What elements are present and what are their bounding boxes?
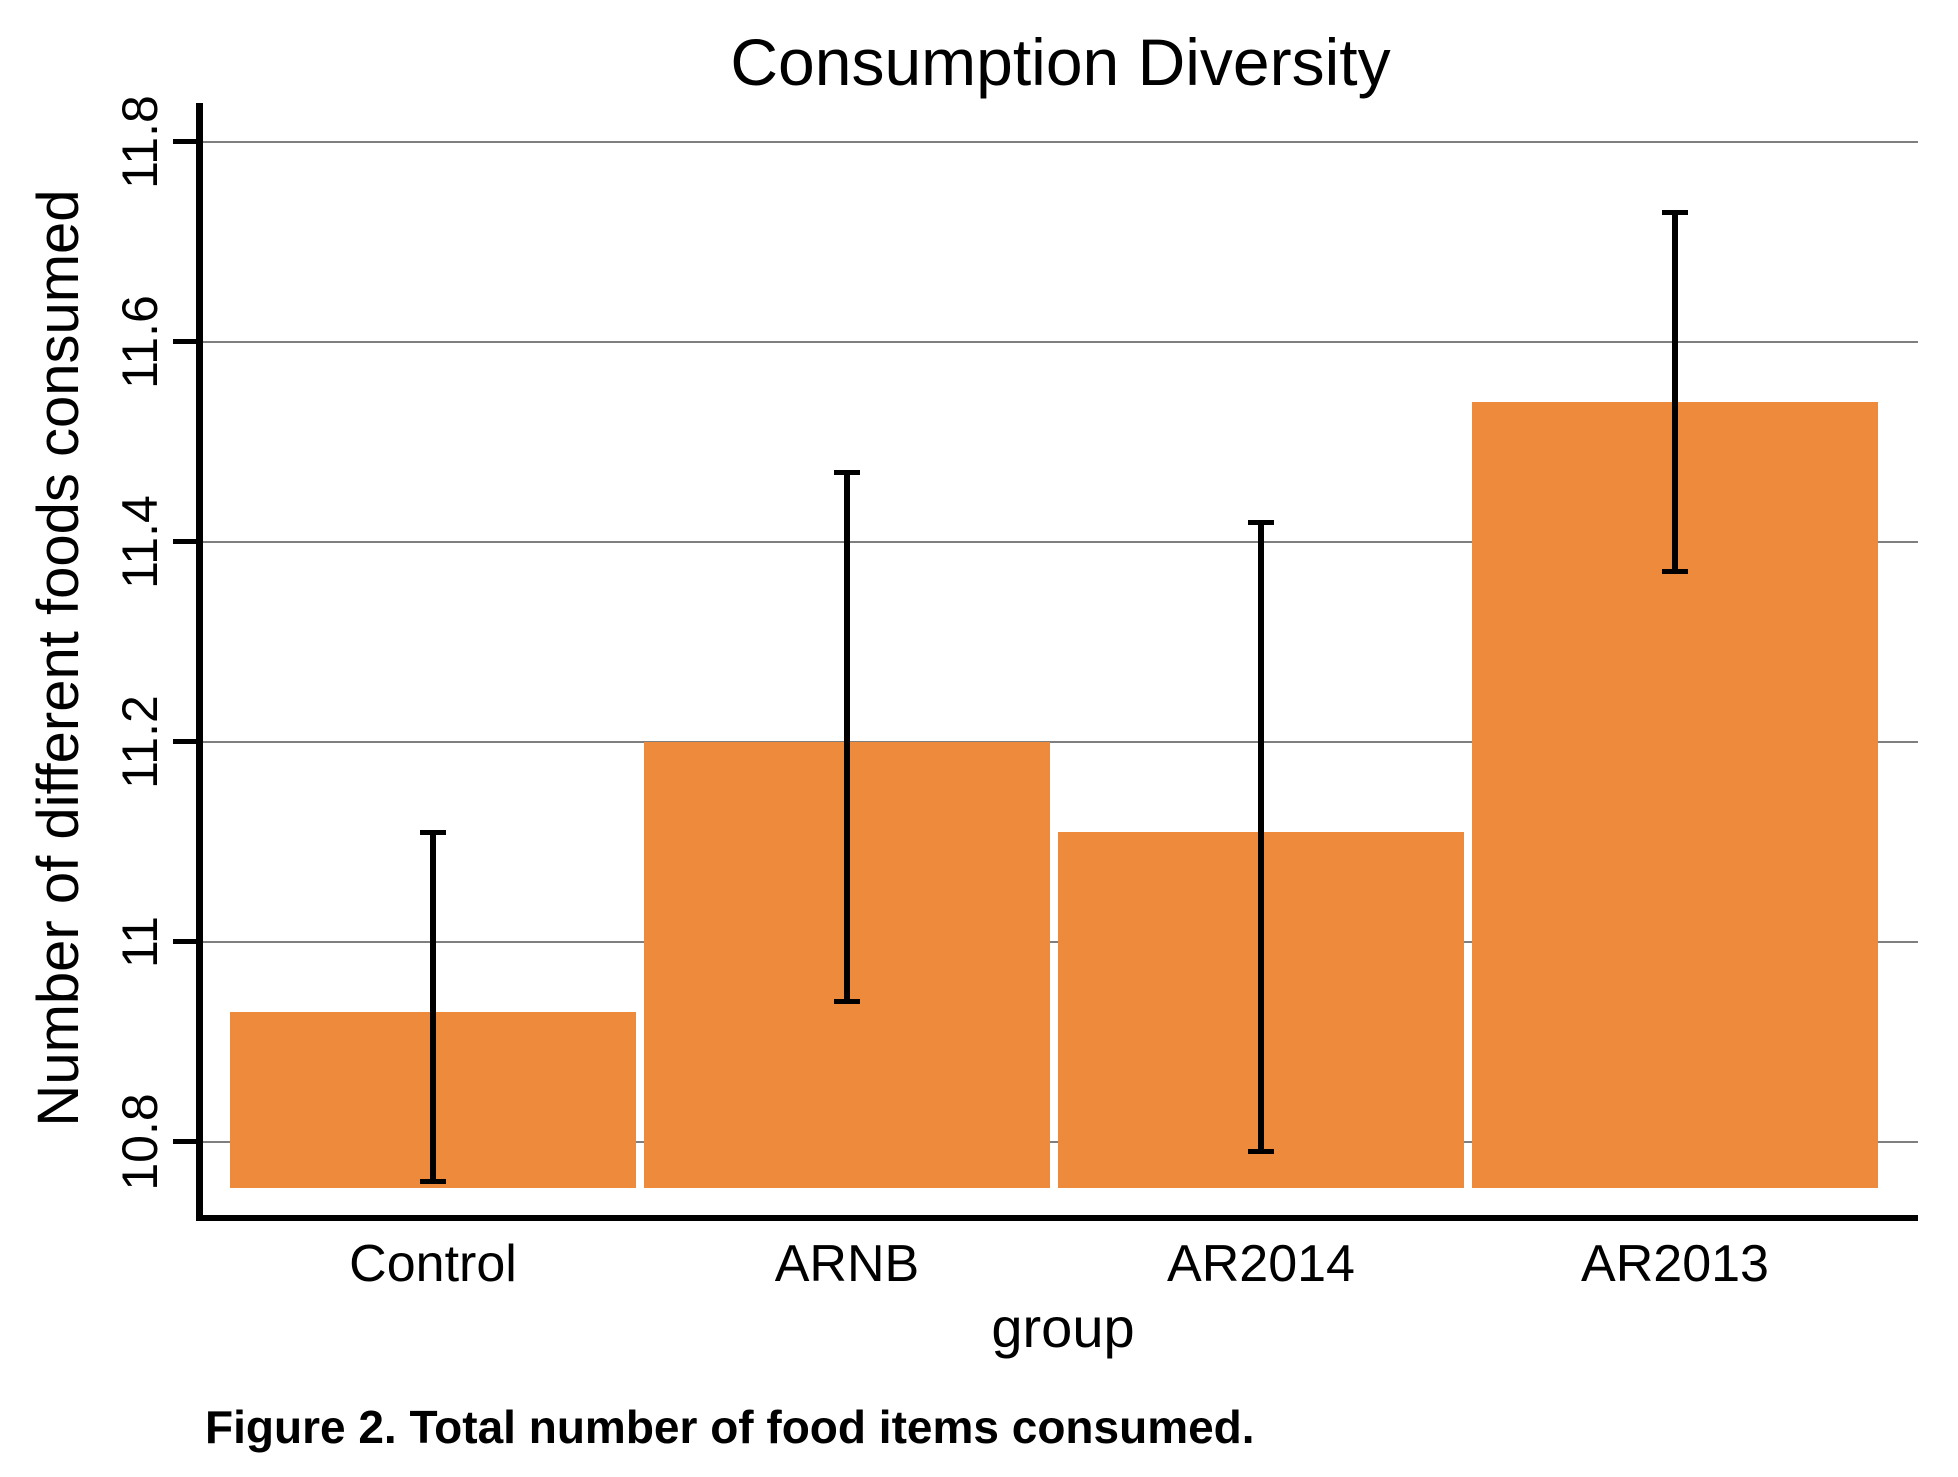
y-tick-11.2 — [173, 739, 196, 744]
error-bar-lower-cap-ar2013 — [1662, 569, 1688, 574]
error-bar-upper-cap-arnb — [834, 470, 860, 475]
error-bar-lower-cap-control — [420, 1179, 446, 1184]
chart-title: Consumption Diversity — [730, 25, 1391, 99]
y-tick-label-11.4: 11.4 — [112, 495, 168, 589]
figure-caption: Figure 2. Total number of food items con… — [205, 1401, 1255, 1453]
x-category-label-control: Control — [349, 1235, 517, 1293]
plot-area — [173, 103, 1918, 1221]
error-bar-upper-cap-ar2014 — [1248, 520, 1274, 525]
y-axis-line — [196, 103, 203, 1221]
error-bar-upper-cap-control — [420, 830, 446, 835]
y-tick-label-11.2: 11.2 — [112, 695, 168, 789]
y-tick-11.6 — [173, 339, 196, 344]
y-tick-label-11.8: 11.8 — [112, 95, 168, 189]
y-tick-11.8 — [173, 139, 196, 144]
error-bar-stem-ar2014 — [1258, 522, 1264, 1152]
gridline-y-11.4 — [203, 541, 1918, 543]
error-bar-stem-arnb — [844, 472, 850, 1002]
error-bar-stem-ar2013 — [1672, 212, 1678, 572]
gridline-y-11.8 — [203, 141, 1918, 143]
y-tick-10.8 — [173, 1139, 196, 1144]
y-axis-title: Number of different foods consumed — [25, 189, 91, 1127]
x-category-label-ar2014: AR2014 — [1167, 1235, 1355, 1293]
error-bar-stem-control — [430, 832, 436, 1182]
x-category-label-ar2013: AR2013 — [1581, 1235, 1769, 1293]
gridline-y-11.6 — [203, 341, 1918, 343]
error-bar-lower-cap-arnb — [834, 999, 860, 1004]
y-tick-label-11.6: 11.6 — [112, 295, 168, 389]
error-bar-lower-cap-ar2014 — [1248, 1149, 1274, 1154]
y-tick-label-10.8: 10.8 — [112, 1093, 168, 1191]
x-axis-line — [196, 1215, 1918, 1221]
error-bar-upper-cap-ar2013 — [1662, 210, 1688, 215]
y-tick-11 — [173, 939, 196, 944]
y-tick-11.4 — [173, 539, 196, 544]
x-category-label-arnb: ARNB — [774, 1235, 920, 1293]
gridline-y-11.2 — [203, 741, 1918, 743]
x-axis-title: group — [991, 1296, 1135, 1359]
y-tick-label-11: 11 — [112, 916, 168, 968]
